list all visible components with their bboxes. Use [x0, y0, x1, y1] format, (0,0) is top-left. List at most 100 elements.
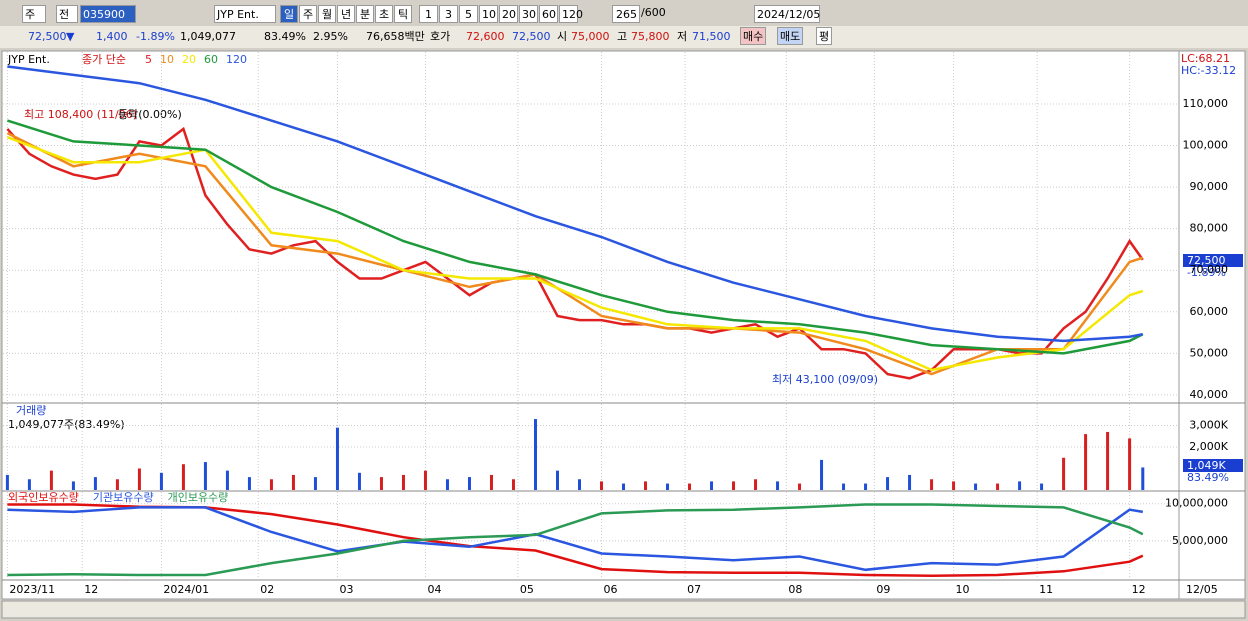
quote-bar: 72,500 ▼ 1,400 -1.89% 1,049,077 83.49% 2…: [0, 26, 1248, 48]
hc: HC:-33.12: [1181, 64, 1236, 77]
volume-bar: [291, 474, 295, 490]
y-tick-label: 5,000,000: [1172, 534, 1228, 547]
y-tick-label: 40,000: [1190, 388, 1229, 401]
x-tick-label: 06: [604, 583, 618, 596]
x-tick-label: 12: [1132, 583, 1146, 596]
volume-bar: [93, 477, 97, 490]
volume-info: 1,049,077주(83.49%): [8, 418, 125, 431]
volume-bar: [842, 483, 846, 490]
count[interactable]: 265: [612, 5, 640, 23]
legend-entry: 기관보유수량: [93, 491, 154, 504]
y-tick-label: 100,000: [1183, 139, 1229, 152]
x-tick-label: 09: [876, 583, 890, 596]
date[interactable]: 2024/12/05: [754, 5, 820, 23]
change: 1,400: [96, 30, 128, 43]
legend-entry: 개인보유수량: [168, 491, 229, 504]
volume: 1,049,077: [180, 30, 236, 43]
volume-bar: [776, 481, 780, 490]
volume-bar: [511, 479, 515, 490]
x-tick-label: 04: [427, 583, 441, 596]
toolbar: 주 전 035900 JYP Ent. 일 주 월 년 분 초 틱 1 3 5 10 20 30 60 12…: [0, 2, 1248, 26]
stock-name[interactable]: JYP Ent.: [214, 5, 276, 23]
legend-name: JYP Ent.: [7, 53, 50, 66]
volume-bar: [798, 483, 802, 490]
legend-entry: 60: [204, 53, 218, 66]
legend-subtitle: 종가 단순: [82, 53, 126, 66]
volume-bar: [49, 470, 53, 490]
period-button[interactable]: 5: [459, 5, 478, 23]
volume-bar: [864, 483, 868, 490]
y-tick-label: 50,000: [1190, 346, 1229, 359]
period-button[interactable]: 20: [499, 5, 518, 23]
volume-bar: [710, 481, 714, 490]
x-tick-label: 11: [1039, 583, 1053, 596]
bid-label: 호가: [430, 30, 451, 43]
volume-bar: [754, 479, 758, 490]
x-tick-label: 05: [520, 583, 534, 596]
y-tick-label: 80,000: [1190, 222, 1229, 235]
x-tick-label: 02: [260, 583, 274, 596]
period-button[interactable]: 60: [539, 5, 558, 23]
period-button[interactable]: 분: [356, 5, 374, 23]
period-button[interactable]: 주: [299, 5, 317, 23]
market[interactable]: 주: [22, 5, 46, 23]
period-button[interactable]: 30: [519, 5, 538, 23]
period-button[interactable]: 년: [337, 5, 355, 23]
volume-ratio: 83.49%: [264, 30, 306, 43]
prev[interactable]: 전: [56, 5, 78, 23]
period-button[interactable]: 초: [375, 5, 393, 23]
period-button[interactable]: 10: [479, 5, 498, 23]
volume-bar: [930, 479, 934, 490]
legend-entry: 5: [145, 53, 152, 66]
volume-bar: [732, 481, 736, 490]
volume-bar: [115, 479, 119, 490]
bid: 72,500: [512, 30, 551, 43]
y-tick-label: 70,000: [1190, 263, 1229, 276]
volume-bar: [1018, 481, 1022, 490]
x-tick-label: 12: [84, 583, 98, 596]
rate: -1.89%: [136, 30, 175, 43]
scrollbar[interactable]: [1, 600, 1246, 619]
buy-button[interactable]: 매수: [740, 27, 767, 45]
period-button[interactable]: 틱: [394, 5, 412, 23]
x-tick-label: 03: [339, 583, 353, 596]
volume-bar: [181, 464, 185, 490]
volume-bar: [335, 427, 339, 490]
volume-bar: [313, 477, 317, 490]
volume-last: 1,049K: [1187, 459, 1226, 472]
legend-entry: 20: [182, 53, 196, 66]
volume-rate: 83.49%: [1187, 471, 1229, 484]
period-button[interactable]: 120: [559, 5, 583, 23]
volume-bar: [1141, 467, 1145, 490]
code[interactable]: 035900: [80, 5, 136, 23]
legend-entry: 120: [226, 53, 247, 66]
avg-button[interactable]: 평: [816, 27, 833, 45]
y-tick-label: 10,000,000: [1165, 497, 1228, 510]
sell-button[interactable]: 매도: [777, 27, 804, 45]
last-rate: -1.89%: [1187, 266, 1226, 279]
volume-bar: [71, 481, 75, 490]
volume-bar: [1040, 483, 1044, 490]
period-button[interactable]: 일: [280, 5, 298, 23]
series-line: [7, 119, 1144, 355]
volume-bar: [225, 470, 229, 490]
volume-bar: [996, 483, 1000, 490]
volume-bar: [357, 472, 361, 490]
volume-bar: [908, 474, 912, 490]
lc: LC:68.21: [1181, 52, 1230, 65]
period-button[interactable]: 3: [439, 5, 458, 23]
x-tick-label: 2024/01: [163, 583, 209, 596]
volume-bar: [577, 479, 581, 490]
period-button[interactable]: 월: [318, 5, 336, 23]
last-box: [1183, 459, 1243, 472]
volume-bar: [247, 477, 251, 490]
last-box: [1183, 254, 1243, 267]
volume-bar: [379, 477, 383, 490]
volume-bar: [5, 474, 9, 490]
volume-bar: [666, 483, 670, 490]
period-button[interactable]: 1: [419, 5, 438, 23]
legend-entry: 10: [160, 53, 174, 66]
ask: 72,600: [466, 30, 505, 43]
y-tick-label: 60,000: [1190, 305, 1229, 318]
